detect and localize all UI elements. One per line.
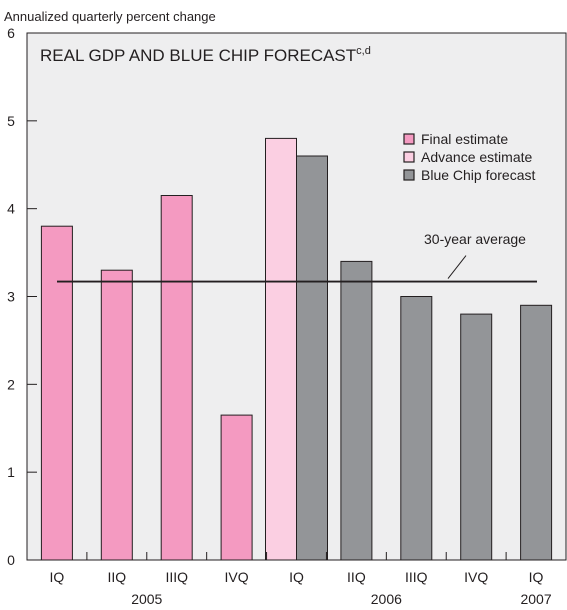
x-tick-label: IVQ bbox=[464, 569, 488, 585]
y-tick-label: 0 bbox=[7, 552, 15, 568]
bar bbox=[220, 414, 253, 561]
chart-title-text: REAL GDP AND BLUE CHIP FORECAST bbox=[40, 46, 356, 65]
y-tick-label: 6 bbox=[7, 25, 15, 41]
chart-title-superscript: c,d bbox=[356, 45, 371, 57]
legend: Final estimate Advance estimate Blue Chip … bbox=[403, 131, 536, 183]
year-label: 2005 bbox=[131, 591, 162, 607]
x-tick-label: IVQ bbox=[225, 569, 249, 585]
x-tick-label: IIIQ bbox=[165, 569, 188, 585]
bar bbox=[340, 260, 373, 561]
y-tick-label: 5 bbox=[7, 113, 15, 129]
y-tick-label: 1 bbox=[7, 464, 15, 480]
y-tick-label: 2 bbox=[7, 376, 15, 392]
legend-swatch bbox=[403, 151, 415, 163]
legend-label: Blue Chip forecast bbox=[421, 167, 536, 183]
bar bbox=[296, 155, 328, 561]
bar bbox=[460, 313, 493, 561]
x-tick-label: IIQ bbox=[107, 569, 126, 585]
x-tick-label: IQ bbox=[50, 569, 65, 585]
legend-swatch bbox=[403, 169, 415, 181]
bar bbox=[160, 195, 193, 561]
x-tick-label: IIIQ bbox=[405, 569, 428, 585]
legend-swatch bbox=[403, 133, 415, 145]
annotation-leader bbox=[447, 255, 467, 279]
bar bbox=[400, 296, 433, 561]
y-tick-label: 4 bbox=[7, 201, 15, 217]
x-tick-label: IIQ bbox=[347, 569, 366, 585]
year-label: 2007 bbox=[520, 591, 551, 607]
y-tick-label: 3 bbox=[7, 289, 15, 305]
year-label: 2006 bbox=[371, 591, 402, 607]
bar bbox=[40, 225, 73, 561]
bar bbox=[100, 269, 133, 561]
bar bbox=[520, 304, 553, 561]
reference-line-label: 30-year average bbox=[424, 231, 526, 247]
legend-label: Final estimate bbox=[421, 131, 508, 147]
y-axis-title: Annualized quarterly percent change bbox=[4, 9, 216, 24]
legend-label: Advance estimate bbox=[421, 149, 532, 165]
chart-title: REAL GDP AND BLUE CHIP FORECASTc,d bbox=[40, 45, 371, 65]
x-tick-label: IQ bbox=[289, 569, 304, 585]
x-tick-label: IQ bbox=[529, 569, 544, 585]
bar bbox=[265, 137, 297, 561]
